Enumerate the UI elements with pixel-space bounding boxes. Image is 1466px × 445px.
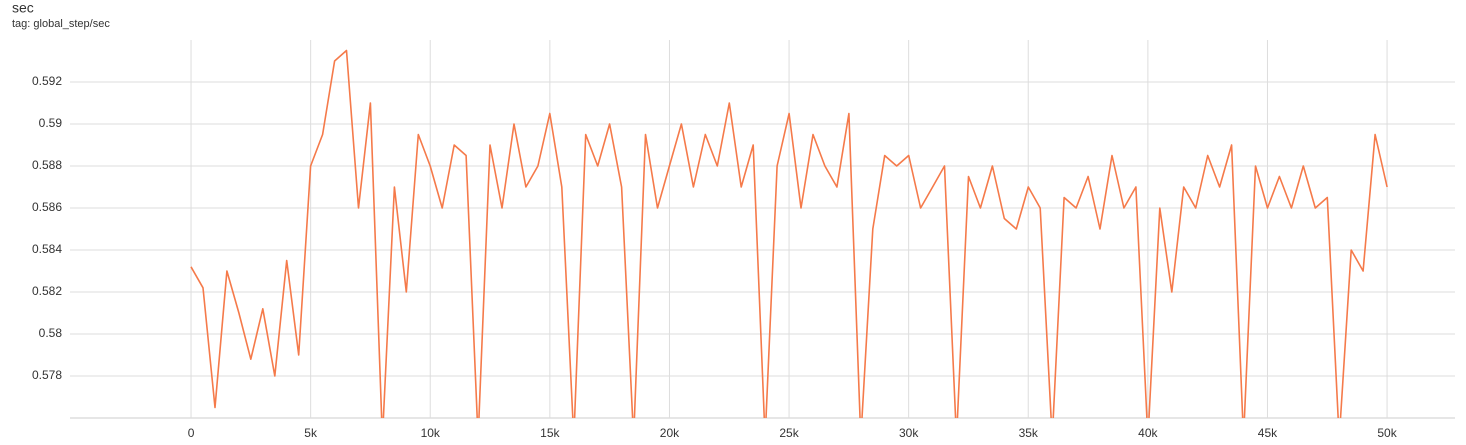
x-tick-label: 30k: [899, 426, 919, 440]
x-tick-label: 40k: [1138, 426, 1158, 440]
chart-subtitle: tag: global_step/sec: [12, 18, 110, 30]
x-tick-label: 15k: [540, 426, 560, 440]
x-tick-label: 5k: [304, 426, 318, 440]
data-line: [190, 49, 1388, 418]
y-tick-label: 0.584: [32, 242, 62, 256]
x-tick-label: 0: [188, 426, 195, 440]
y-tick-label: 0.586: [32, 200, 62, 214]
chart-title: sec: [12, 0, 34, 16]
y-tick-label: 0.582: [32, 284, 62, 298]
y-tick-label: 0.59: [39, 116, 63, 130]
y-tick-label: 0.588: [32, 158, 62, 172]
x-tick-label: 20k: [660, 426, 680, 440]
y-tick-label: 0.58: [39, 326, 63, 340]
y-tick-label: 0.592: [32, 74, 62, 88]
y-tick-label: 0.578: [32, 368, 62, 382]
x-tick-label: 45k: [1258, 426, 1278, 440]
x-tick-label: 25k: [779, 426, 799, 440]
x-tick-label: 10k: [421, 426, 441, 440]
x-tick-label: 35k: [1019, 426, 1039, 440]
x-tick-label: 50k: [1377, 426, 1397, 440]
